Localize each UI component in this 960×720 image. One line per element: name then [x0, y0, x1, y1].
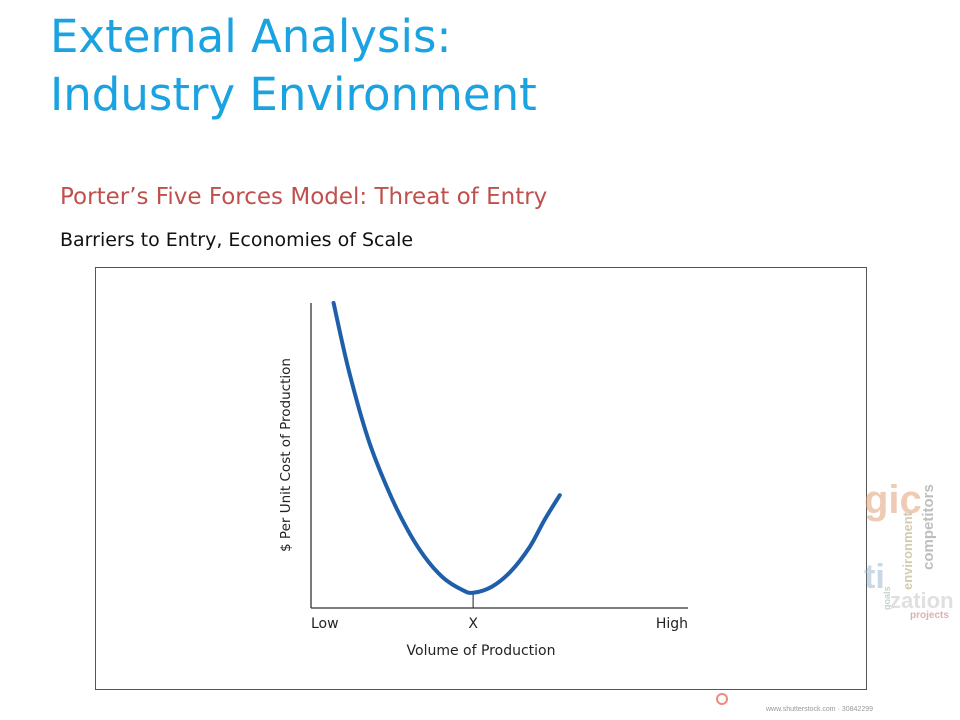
deco-word: ti: [864, 558, 885, 596]
word-cloud-decoration: gic competitors environment goals zation…: [860, 470, 960, 680]
x-tick-x: X: [468, 616, 478, 632]
watermark-text: www.shutterstock.com · 30842299: [766, 706, 873, 713]
slide-subheading: Barriers to Entry, Economies of Scale: [60, 229, 414, 251]
deco-word: zation: [890, 588, 954, 613]
x-axis-label: Volume of Production: [407, 643, 556, 659]
economies-of-scale-chart: Low X High Volume of Production $ Per Un…: [278, 301, 688, 659]
slide-subtitle: Porter’s Five Forces Model: Threat of En…: [60, 184, 548, 210]
y-axis-label: $ Per Unit Cost of Production: [278, 358, 294, 552]
x-tick-low: Low: [311, 616, 339, 632]
slide-title: External Analysis: Industry Environment: [50, 8, 537, 124]
x-tick-high: High: [656, 616, 688, 632]
deco-word: environment: [900, 511, 915, 590]
title-line-2: Industry Environment: [50, 68, 537, 121]
deco-word: competitors: [920, 484, 937, 570]
deco-word: projects: [910, 610, 949, 621]
cost-curve-line: [331, 301, 562, 595]
deco-word: gic: [864, 478, 922, 522]
chart-frame: Low X High Volume of Production $ Per Un…: [95, 267, 867, 690]
circle-icon: [716, 693, 728, 705]
title-line-1: External Analysis:: [50, 10, 452, 63]
